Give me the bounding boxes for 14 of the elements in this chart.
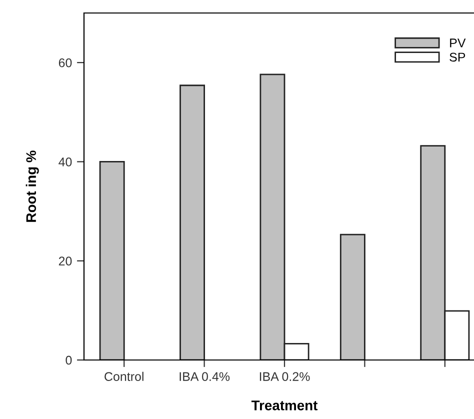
legend-label: PV xyxy=(450,38,466,48)
x-tick-label: IBA 0.2% xyxy=(260,372,310,381)
x-axis-title: Treatment xyxy=(251,400,318,410)
legend-label: SP xyxy=(450,52,466,62)
x-tick-label: IBA 0.4% xyxy=(180,372,230,381)
y-tick-label: 0 xyxy=(66,356,72,365)
bar xyxy=(340,234,366,360)
bar xyxy=(180,84,205,360)
y-tick-label: 20 xyxy=(58,256,72,266)
y-axis-title: Root ing % xyxy=(26,150,39,222)
x-tick-label: Control xyxy=(104,372,144,381)
y-tick-label: 60 xyxy=(58,58,72,68)
bar xyxy=(99,161,125,360)
y-tick-label: 40 xyxy=(58,158,72,166)
